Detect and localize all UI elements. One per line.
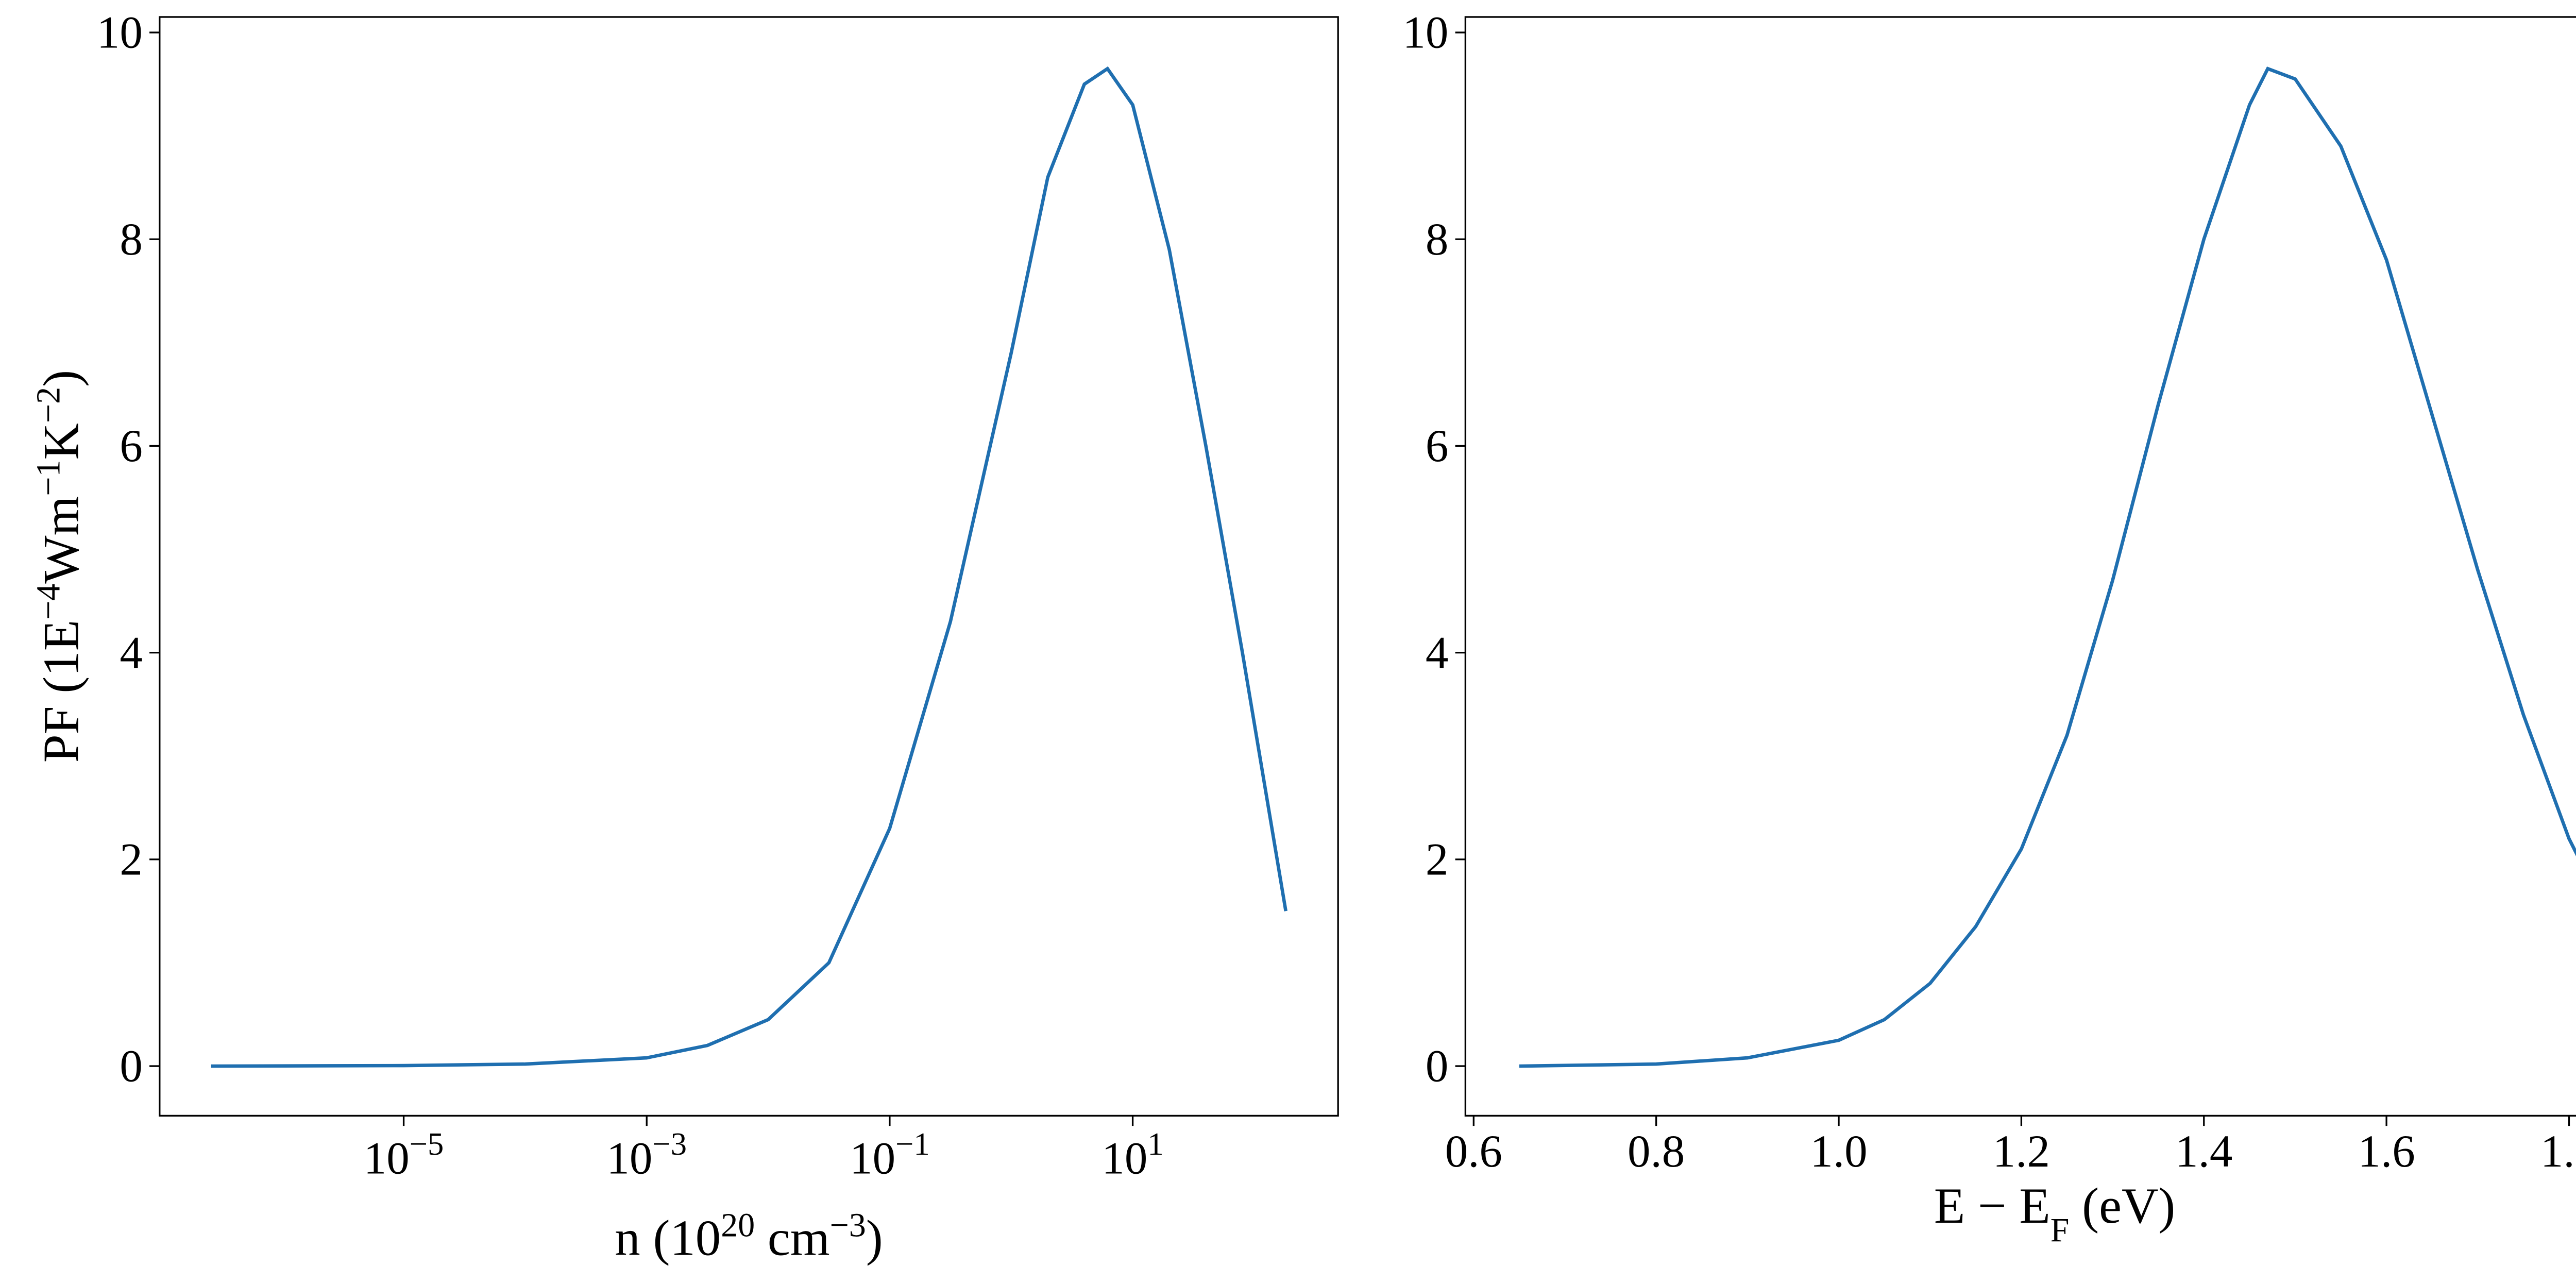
y-tick-label: 8 [1426,214,1448,265]
x-tick-label: 1.0 [1810,1126,1867,1177]
plot-frame [159,16,1339,1117]
axis-label-part: (eV) [2069,1178,2175,1234]
axis-label-part: n (10 [615,1210,721,1267]
y-tick-label: 8 [120,214,142,265]
axis-label-part: ) [866,1210,883,1267]
axis-label-part: cm [755,1210,830,1267]
axis-label-part: −3 [830,1206,866,1244]
axis-label-part: −1 [29,460,67,496]
y-tick-label: 2 [1426,835,1448,885]
plot-frame [1464,16,2576,1117]
y-tick-label: 4 [120,628,142,678]
y-tick-label: 10 [1402,8,1448,58]
x-tick-label: 10−3 [606,1126,687,1184]
y-tick-label: 10 [97,8,143,58]
axis-label-part: PF (1E [33,620,90,763]
data-line [211,66,1287,1068]
axis-label: PF (1E−4Wm−1K−2) [29,370,89,763]
y-tick-label: 2 [120,835,142,885]
y-tick-label: 0 [1426,1041,1448,1092]
axis-label-part: Wm [33,496,90,584]
y-tick-label: 0 [120,1041,142,1092]
data-line [1519,66,2576,1068]
y-tick-label: 6 [120,421,142,471]
x-tick-label: 1.2 [1993,1126,2050,1177]
axis-label: E − EF (eV) [1934,1178,2175,1249]
axis-label-part: −2 [29,387,67,423]
x-tick-label: 101 [1101,1126,1163,1184]
axis-label-part: F [2050,1211,2070,1249]
x-tick-label: 0.6 [1445,1126,1502,1177]
axis-label: n (1020 cm−3) [615,1206,883,1266]
x-tick-label: 1.6 [2358,1126,2415,1177]
x-tick-label: 10−1 [850,1126,930,1184]
axis-label-part: 20 [721,1206,755,1244]
axis-label-part: E − E [1934,1178,2050,1234]
x-tick-label: 10−5 [364,1126,444,1184]
axis-label-part: −4 [29,584,67,620]
x-tick-label: 1.4 [2175,1126,2232,1177]
x-tick-label: 0.8 [1628,1126,1685,1177]
x-tick-label: 1.8 [2540,1126,2576,1177]
axis-label-part: K [33,423,90,460]
y-tick-label: 6 [1426,421,1448,471]
axis-label-part: ) [33,370,90,387]
y-tick-label: 4 [1426,628,1448,678]
